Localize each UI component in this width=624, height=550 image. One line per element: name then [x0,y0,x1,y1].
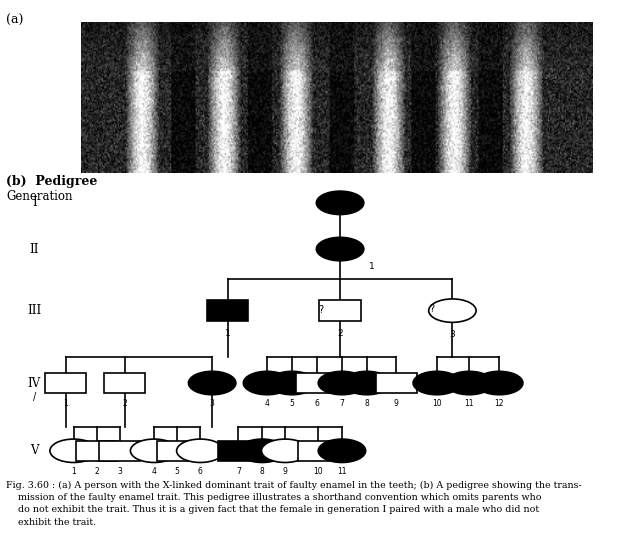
Text: Generation: Generation [6,190,73,203]
Bar [376,373,417,393]
Text: Fig. 3.60 : (a) A person with the X-linked dominant trait of faulty enamel in th: Fig. 3.60 : (a) A person with the X-link… [6,481,582,491]
Text: 11: 11 [337,467,347,476]
Circle shape [343,371,391,395]
Circle shape [50,439,97,463]
Bar [99,441,140,461]
Text: ?: ? [430,305,435,315]
Text: 2: 2 [94,467,99,476]
Circle shape [316,238,364,261]
Circle shape [475,371,523,395]
Circle shape [318,371,366,395]
Circle shape [238,439,286,463]
Circle shape [318,439,366,463]
Text: 8: 8 [260,467,265,476]
Text: 3: 3 [449,330,456,339]
Text: V: V [30,444,39,457]
Bar [319,300,361,321]
Circle shape [188,371,236,395]
Text: 5: 5 [290,399,295,408]
Bar [45,373,86,393]
Text: 2: 2 [122,399,127,408]
Text: III: III [27,304,41,317]
Text: 7: 7 [339,399,344,408]
Text: 1: 1 [63,399,68,408]
Text: II: II [29,243,39,256]
Text: 6: 6 [314,399,319,408]
Circle shape [261,439,309,463]
Text: (a): (a) [6,14,24,27]
Text: 12: 12 [494,399,504,408]
Text: 4: 4 [265,399,270,408]
Text: I: I [32,196,37,210]
Text: 3: 3 [117,467,122,476]
Text: 3: 3 [210,399,215,408]
Bar [104,373,145,393]
Circle shape [316,191,364,214]
Bar [207,300,248,321]
Bar [157,441,198,461]
Text: 1: 1 [225,328,231,338]
Bar [76,441,117,461]
Text: exhibit the trait.: exhibit the trait. [6,518,96,526]
Circle shape [446,371,493,395]
Text: 9: 9 [283,467,288,476]
Text: 10: 10 [313,467,323,476]
Text: 11: 11 [464,399,474,408]
Text: 10: 10 [432,399,442,408]
Text: IV: IV [27,377,41,389]
Text: do not exhibit the trait. Thus it is a given fact that the female in generation : do not exhibit the trait. Thus it is a g… [6,505,539,514]
Text: (b)  Pedigree: (b) Pedigree [6,175,97,188]
Text: 1: 1 [369,262,374,271]
Text: 5: 5 [175,467,180,476]
Text: 2: 2 [337,328,343,338]
Circle shape [268,371,316,395]
Bar [298,441,339,461]
Text: 9: 9 [394,399,399,408]
Circle shape [177,439,224,463]
Text: 6: 6 [198,467,203,476]
Text: 1: 1 [71,467,76,476]
Circle shape [130,439,178,463]
Circle shape [429,299,476,322]
Text: ?: ? [318,305,323,315]
Text: 7: 7 [236,467,241,476]
Text: 4: 4 [152,467,157,476]
Circle shape [243,371,291,395]
Bar [218,441,259,461]
Text: 8: 8 [364,399,369,408]
Text: mission of the faulty enamel trait. This pedigree illustrates a shorthand conven: mission of the faulty enamel trait. This… [6,493,542,502]
Bar [296,373,338,393]
Text: /: / [32,392,36,402]
Circle shape [413,371,461,395]
